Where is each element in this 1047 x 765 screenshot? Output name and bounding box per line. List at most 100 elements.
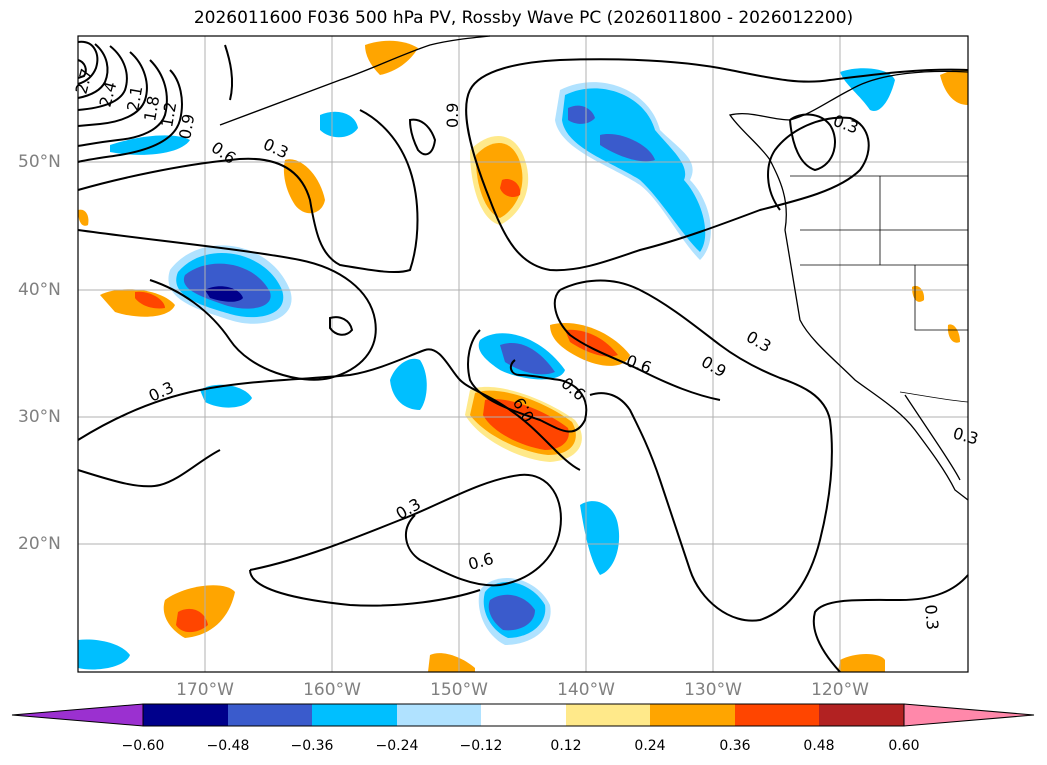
contour-label: 1.8: [140, 94, 163, 122]
contour-line: [77, 69, 183, 163]
orange-blob: [838, 654, 885, 672]
colorbar-tick-label: −0.24: [375, 738, 419, 754]
blue-blob: [320, 111, 358, 138]
negative-anomaly-fills: [78, 68, 895, 670]
contour-line: [77, 59, 168, 147]
orange-blob: [365, 40, 418, 75]
blue-blob: [200, 384, 252, 408]
contour-line: [553, 289, 721, 401]
contour-line: [77, 45, 128, 111]
contour-label: 0.6: [208, 138, 240, 168]
colorbar-segment: [819, 704, 904, 726]
colorbar-tick-label: −0.60: [121, 738, 165, 754]
orange-blob: [176, 608, 208, 633]
blue-blob: [562, 88, 706, 252]
lon-label: 140°W: [557, 680, 615, 700]
map-frame: [77, 35, 969, 673]
blue-blob: [840, 68, 895, 111]
blue-blob: [488, 594, 535, 631]
blue-blob: [110, 135, 190, 155]
contour-line: [329, 316, 354, 336]
contour-label: 0.3: [146, 378, 177, 406]
contour-label: 0.3: [393, 494, 425, 523]
contour-label: 1.2: [157, 100, 180, 128]
lon-label: 130°W: [684, 680, 742, 700]
blue-blob: [183, 263, 271, 309]
orange-blob: [565, 329, 618, 357]
contour-label: 0.3: [743, 327, 775, 356]
north-america-coast: [728, 70, 969, 501]
contour-label: 0.3: [260, 134, 291, 162]
contour-label: 2.7: [72, 67, 97, 97]
orange-blob: [947, 324, 960, 343]
colorbar-tick-label: −0.36: [290, 738, 334, 754]
contour-line: [77, 449, 221, 488]
contour-label: 2.1: [123, 84, 146, 112]
contour-line: [77, 43, 109, 99]
colorbar-extend-max: [903, 703, 1035, 727]
contour-label: 0.6: [466, 549, 496, 574]
colorbar-extend-min: [11, 703, 144, 727]
colorbar-tick-label: 0.60: [888, 738, 920, 754]
contour-label: 2.4: [96, 80, 121, 110]
state-border: [914, 265, 968, 331]
lon-label: 150°W: [430, 680, 488, 700]
contour-line: [77, 59, 87, 79]
contour-line: [812, 574, 969, 673]
contour-line: [467, 329, 588, 433]
contour-line: [77, 40, 99, 85]
colorbar-tick-label: −0.12: [459, 738, 503, 754]
contour-label: 0.9: [698, 352, 730, 381]
colorbar-tick-label: 0.48: [803, 738, 835, 754]
political-borders: [790, 175, 969, 403]
colorbar: [11, 703, 1035, 727]
blue-blob: [580, 501, 620, 575]
blue-blob: [568, 105, 595, 124]
orange-blob: [78, 209, 89, 226]
contour-line: [249, 569, 481, 607]
colorbar-tick-label: −0.48: [206, 738, 250, 754]
colorbar-segment: [397, 704, 481, 726]
contour-line: [249, 473, 562, 587]
lat-label: 20°N: [18, 534, 61, 554]
colorbar-segment: [735, 704, 819, 726]
lat-label: 40°N: [18, 280, 61, 300]
orange-blob: [912, 285, 925, 302]
contour-line: [559, 279, 833, 622]
lon-label: 160°W: [303, 680, 361, 700]
colorbar-segment: [566, 704, 650, 726]
pv-contours: [77, 40, 969, 673]
contour-line: [77, 109, 419, 274]
contour-label: 0.3: [921, 604, 942, 631]
contour-line: [465, 89, 870, 272]
contour-label: 0.6: [624, 351, 654, 378]
orange-blob: [483, 399, 569, 450]
orange-blob: [428, 653, 475, 672]
orange-blob: [100, 289, 175, 317]
lon-label: 120°W: [811, 680, 869, 700]
lon-label: 170°W: [176, 680, 234, 700]
colorbar-segment: [228, 704, 312, 726]
colorbar-segment: [312, 704, 397, 726]
colorbar-frame: [142, 703, 905, 727]
contour-line: [224, 44, 234, 101]
lat-label: 50°N: [18, 152, 61, 172]
contour-label: 0.9: [443, 103, 462, 128]
colorbar-tick-label: 0.24: [634, 738, 666, 754]
orange-blob: [135, 291, 165, 309]
orange-blob: [500, 179, 521, 198]
blue-blob: [500, 343, 555, 375]
colorbar-tick-label: 0.36: [719, 738, 751, 754]
blue-blob: [390, 358, 427, 410]
orange-blob: [940, 68, 968, 105]
contour-line: [788, 113, 836, 172]
blue-blob: [78, 639, 130, 670]
us-mexico-border: [899, 391, 969, 403]
colorbar-segment: [143, 704, 228, 726]
lat-label: 30°N: [18, 407, 61, 427]
baja-peninsula: [904, 394, 961, 481]
alaska-coast: [219, 35, 491, 126]
coastlines: [219, 35, 969, 501]
contour-label: 0.9: [175, 112, 198, 140]
